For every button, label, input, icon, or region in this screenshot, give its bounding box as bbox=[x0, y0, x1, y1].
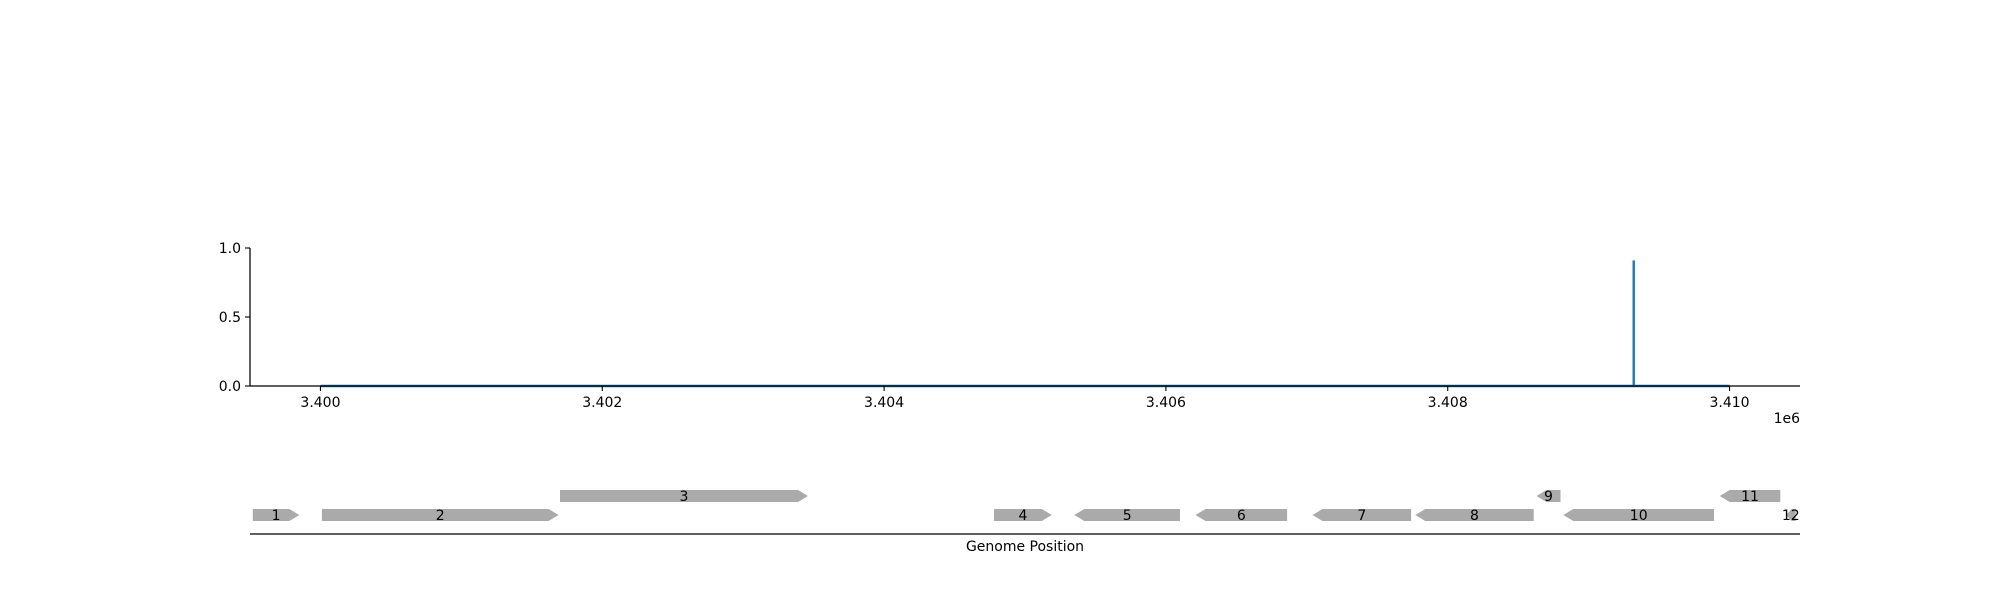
x-tick-label: 3.410 bbox=[1709, 395, 1749, 411]
x-offset-label: 1e6 bbox=[1774, 411, 1801, 427]
x-tick-label: 3.408 bbox=[1428, 395, 1468, 411]
gene-arrow bbox=[1719, 490, 1781, 502]
x-tick-label: 3.400 bbox=[300, 395, 340, 411]
gene-label: 10 bbox=[1630, 508, 1648, 524]
gene-label: 2 bbox=[436, 508, 445, 524]
gene-arrow bbox=[994, 509, 1052, 521]
y-tick-label: 0.0 bbox=[219, 379, 241, 395]
gene-arrow bbox=[321, 509, 559, 521]
gene-label: 11 bbox=[1741, 489, 1759, 505]
x-tick-label: 3.404 bbox=[864, 395, 904, 411]
gene-arrow bbox=[560, 490, 808, 502]
signal-lines bbox=[320, 260, 1730, 388]
y-ticks: 0.0 0.5 1.0 bbox=[219, 241, 250, 395]
gene-axis-label: Genome Position bbox=[966, 539, 1084, 555]
gene-label: 8 bbox=[1470, 508, 1479, 524]
gene-label: 12 bbox=[1782, 508, 1800, 524]
gene-arrow bbox=[1312, 509, 1412, 521]
x-tick-label: 3.406 bbox=[1146, 395, 1186, 411]
gene-arrow bbox=[252, 509, 300, 521]
gene-label: 5 bbox=[1123, 508, 1132, 524]
x-ticks: 3.400 3.402 3.404 3.406 3.408 3.410 bbox=[300, 386, 1750, 411]
x-tick-label: 3.402 bbox=[582, 395, 622, 411]
gene-arrow bbox=[1195, 509, 1288, 521]
gene-label: 3 bbox=[680, 489, 689, 505]
gene-label: 7 bbox=[1357, 508, 1366, 524]
gene-label: 6 bbox=[1237, 508, 1246, 524]
signal-panel: 3.400 3.402 3.404 3.406 3.408 3.410 0.0 0.5 1.0… bbox=[219, 241, 1800, 427]
gene-arrow bbox=[1415, 509, 1534, 521]
signal-series-line bbox=[320, 260, 1730, 388]
gene-arrow bbox=[1563, 509, 1714, 521]
gene-label: 1 bbox=[272, 508, 281, 524]
gene-arrow bbox=[1536, 490, 1561, 502]
y-tick-label: 0.5 bbox=[219, 310, 241, 326]
y-tick-label: 1.0 bbox=[219, 241, 241, 257]
gene-arrow bbox=[1074, 509, 1180, 521]
gene-label: 4 bbox=[1018, 508, 1027, 524]
gene-label: 9 bbox=[1544, 489, 1553, 505]
gene-arrow bbox=[1785, 509, 1796, 521]
